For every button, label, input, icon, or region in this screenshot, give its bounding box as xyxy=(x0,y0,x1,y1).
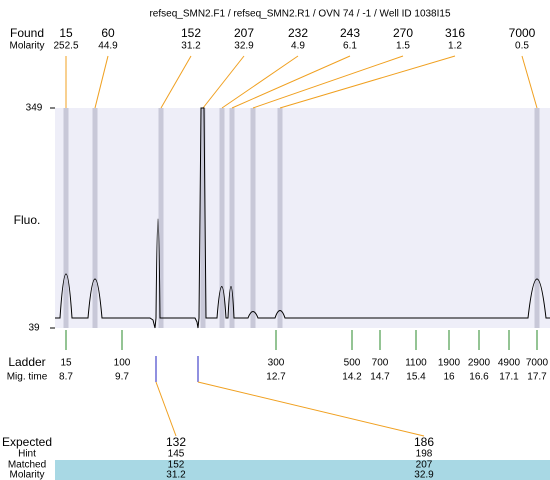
ladder-time: 16.6 xyxy=(469,372,489,383)
y-axis-label: Fluo. xyxy=(14,213,41,227)
matched-highlight xyxy=(55,460,550,480)
found-size: 152 xyxy=(181,26,201,40)
expected-cell: 32.9 xyxy=(414,470,434,480)
ladder-time: 12.7 xyxy=(266,372,286,383)
ladder-label: Ladder xyxy=(8,355,45,369)
ladder-size: 7000 xyxy=(526,358,549,369)
ladder-size: 1100 xyxy=(405,358,427,369)
found-label: Found xyxy=(10,26,44,40)
ladder-size: 500 xyxy=(344,358,361,369)
ladder-size: 100 xyxy=(114,358,131,369)
expected-connector xyxy=(197,381,425,437)
ladder-time: 9.7 xyxy=(115,372,129,383)
expected-cell: 207 xyxy=(416,460,433,471)
expected-cell: 152 xyxy=(168,460,185,471)
found-size: 207 xyxy=(234,26,254,40)
peak-band xyxy=(92,108,98,328)
expected-row-label: Hint xyxy=(18,449,36,460)
found-size: 7000 xyxy=(509,26,536,40)
found-molarity: 1.5 xyxy=(396,41,410,52)
expected-row-label: Expected xyxy=(2,435,52,449)
peak-connector xyxy=(231,55,351,109)
trace xyxy=(55,107,550,329)
peak-connector xyxy=(94,55,109,109)
peak-band xyxy=(250,108,256,328)
ladder-time: 17.7 xyxy=(527,372,547,383)
peak-connector xyxy=(252,55,404,109)
ladder-size: 2900 xyxy=(468,358,491,369)
ladder-time: 14.2 xyxy=(342,372,362,383)
ladder-size: 1900 xyxy=(438,358,461,369)
expected-row-label: Molarity xyxy=(9,470,44,480)
peak-band xyxy=(63,108,69,328)
ladder-time: 8.7 xyxy=(59,372,73,383)
found-molarity: 252.5 xyxy=(53,41,78,52)
y-tick-label: 349 xyxy=(26,103,43,114)
ladder-size: 700 xyxy=(372,358,389,369)
expected-cell: 186 xyxy=(414,435,434,449)
molarity-label: Molarity xyxy=(9,41,44,52)
title: refseq_SMN2.F1 / refseq_SMN2.R1 / OVN 74… xyxy=(149,9,450,20)
ladder-time: 15.4 xyxy=(406,372,426,383)
expected-row-label: Matched xyxy=(8,460,46,471)
ladder-time: 16 xyxy=(443,372,455,383)
peak-connector xyxy=(221,55,299,109)
found-molarity: 31.2 xyxy=(181,41,201,52)
found-size: 270 xyxy=(393,26,413,40)
expected-cell: 31.2 xyxy=(166,470,186,480)
plot-area xyxy=(55,108,550,328)
found-size: 15 xyxy=(59,26,73,40)
found-molarity: 1.2 xyxy=(448,41,462,52)
found-molarity: 6.1 xyxy=(343,41,357,52)
expected-cell: 145 xyxy=(168,449,185,460)
found-molarity: 32.9 xyxy=(234,41,254,52)
time-label: Mig. time xyxy=(7,372,48,383)
expected-cell: 198 xyxy=(416,449,433,460)
found-size: 316 xyxy=(445,26,465,40)
ladder-size: 4900 xyxy=(498,358,521,369)
peak-connector xyxy=(202,55,245,109)
y-tick-label: 39 xyxy=(28,323,40,334)
peak-band xyxy=(534,108,540,328)
expected-cell: 132 xyxy=(166,435,186,449)
peak-connector xyxy=(279,55,456,109)
found-molarity: 4.9 xyxy=(291,41,305,52)
peak-band xyxy=(158,108,164,328)
peak-connector xyxy=(160,55,192,109)
expected-connector xyxy=(155,381,177,437)
found-molarity: 0.5 xyxy=(515,41,529,52)
peak-band xyxy=(277,108,283,328)
found-size: 232 xyxy=(288,26,308,40)
found-size: 60 xyxy=(101,26,115,40)
ladder-time: 14.7 xyxy=(370,372,390,383)
ladder-time: 17.1 xyxy=(499,372,519,383)
ladder-size: 300 xyxy=(268,358,285,369)
peak-band xyxy=(219,108,225,328)
found-molarity: 44.9 xyxy=(98,41,118,52)
peak-band xyxy=(200,108,206,328)
peak-band xyxy=(229,108,235,328)
peak-connector xyxy=(521,55,538,109)
found-size: 243 xyxy=(340,26,360,40)
ladder-size: 15 xyxy=(60,358,72,369)
